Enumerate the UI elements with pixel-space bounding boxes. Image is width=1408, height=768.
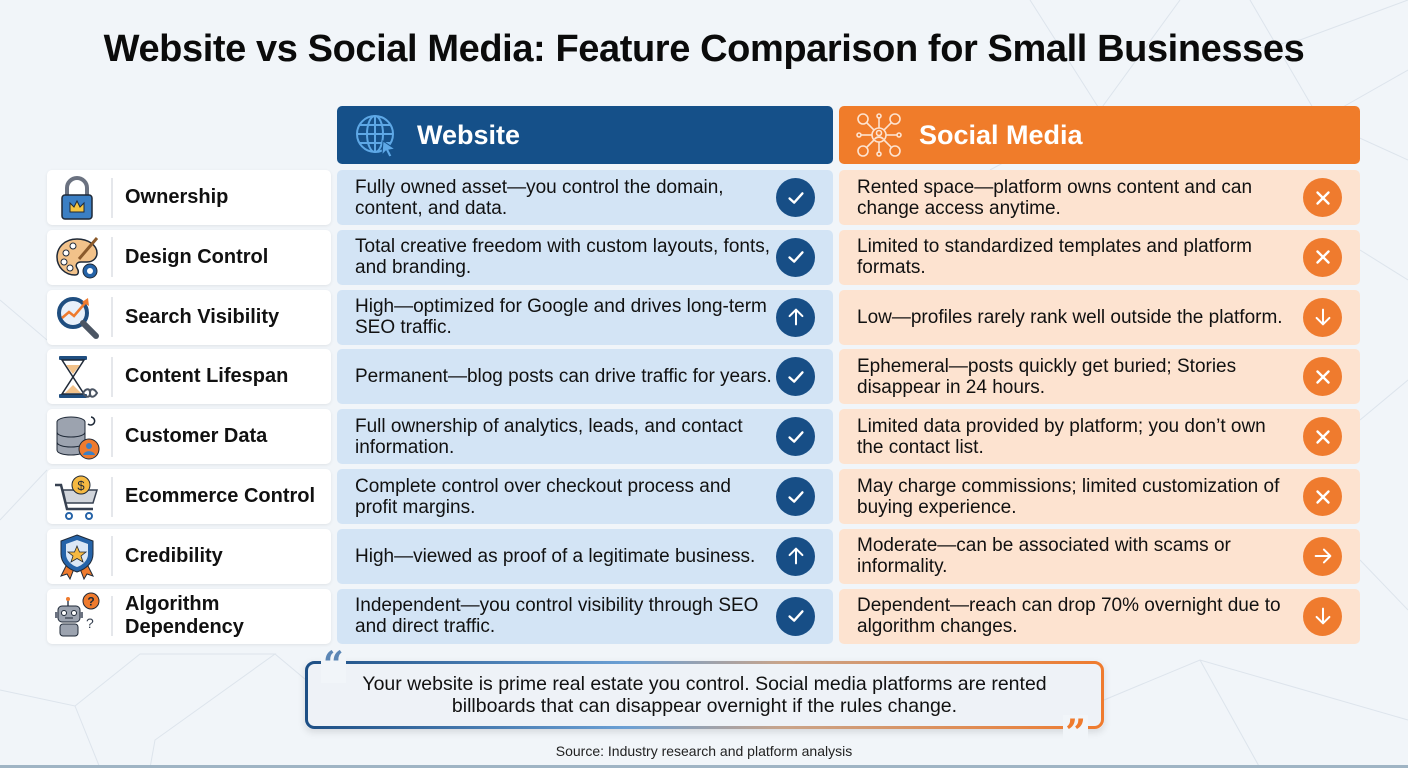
social-description: Rented space—platform owns content and c… bbox=[857, 176, 1253, 219]
social-cell: Rented space—platform owns content and c… bbox=[839, 170, 1360, 225]
check-icon bbox=[776, 357, 815, 397]
quote-callout: “ Your website is prime real estate you … bbox=[305, 647, 1104, 751]
website-cell: Independent—you control visibility throu… bbox=[337, 588, 833, 644]
page-title: Website vs Social Media: Feature Compari… bbox=[103, 28, 1305, 70]
database-user-icon bbox=[53, 413, 101, 461]
feature-label-cell: Ownership bbox=[47, 170, 331, 225]
magnifier-trend-icon bbox=[53, 293, 101, 341]
bottom-border bbox=[0, 765, 1408, 768]
website-description: Fully owned asset—you control the domain… bbox=[355, 176, 724, 219]
divider bbox=[111, 177, 113, 218]
website-column-header: Website bbox=[337, 106, 833, 164]
website-description: High—optimized for Google and drives lon… bbox=[355, 296, 767, 339]
social-description: Moderate—can be associated with scams or… bbox=[857, 535, 1231, 578]
website-description: Complete control over checkout process a… bbox=[355, 475, 731, 518]
social-description: Dependent—reach can drop 70% overnight d… bbox=[857, 595, 1281, 638]
feature-label-cell: Search Visibility bbox=[47, 289, 331, 345]
check-icon bbox=[776, 417, 815, 457]
close-quote-icon: ” bbox=[1063, 712, 1088, 754]
social-cell: Dependent—reach can drop 70% overnight d… bbox=[839, 588, 1360, 644]
source-note: Source: Industry research and platform a… bbox=[555, 743, 853, 759]
arrow-down-icon bbox=[1303, 596, 1342, 636]
check-icon bbox=[776, 596, 815, 636]
website-cell: Complete control over checkout process a… bbox=[337, 469, 833, 524]
website-description: High—viewed as proof of a legitimate bus… bbox=[355, 545, 756, 567]
feature-label-cell: Design Control bbox=[47, 229, 331, 285]
robot-question-icon: ?? bbox=[53, 592, 101, 640]
social-description: Low—profiles rarely rank well outside th… bbox=[857, 306, 1283, 328]
hourglass-infinity-icon bbox=[53, 353, 101, 401]
quote-text: Your website is prime real estate you co… bbox=[362, 673, 1047, 717]
website-cell: Permanent—blog posts can drive traffic f… bbox=[337, 349, 833, 405]
feature-label-cell: $ Ecommerce Control bbox=[47, 469, 331, 524]
arrow-down-icon bbox=[1303, 297, 1342, 337]
feature-label: Algorithm Dependency bbox=[125, 593, 244, 639]
arrow-up-icon bbox=[776, 297, 815, 337]
website-cell: Total creative freedom with custom layou… bbox=[337, 229, 833, 285]
feature-label-cell: Credibility bbox=[47, 528, 331, 584]
cart-dollar-icon: $ bbox=[53, 473, 101, 521]
website-description: Permanent—blog posts can drive traffic f… bbox=[355, 366, 772, 388]
website-description: Total creative freedom with custom layou… bbox=[355, 236, 771, 279]
x-icon bbox=[1303, 237, 1342, 277]
svg-text:?: ? bbox=[87, 595, 94, 609]
globe-cursor-icon bbox=[356, 115, 397, 158]
arrow-right-icon bbox=[1303, 536, 1342, 576]
quote-gradient-border bbox=[305, 661, 1104, 729]
divider bbox=[111, 297, 113, 338]
social-cell: Moderate—can be associated with scams or… bbox=[839, 528, 1360, 584]
social-description: Limited data provided by platform; you d… bbox=[857, 415, 1266, 458]
check-icon bbox=[776, 178, 815, 217]
social-column-header: Social Media bbox=[839, 106, 1360, 164]
check-icon bbox=[776, 237, 815, 277]
divider bbox=[111, 237, 113, 278]
social-column-label: Social Media bbox=[919, 119, 1083, 150]
arrow-up-icon bbox=[776, 536, 815, 576]
website-cell: Full ownership of analytics, leads, and … bbox=[337, 409, 833, 465]
x-icon bbox=[1303, 357, 1342, 397]
social-cell: Low—profiles rarely rank well outside th… bbox=[839, 289, 1360, 345]
divider bbox=[111, 416, 113, 457]
social-cell: Ephemeral—posts quickly get buried; Stor… bbox=[839, 349, 1360, 405]
social-network-icon bbox=[856, 113, 902, 157]
feature-label: Search Visibility bbox=[125, 305, 280, 328]
divider bbox=[111, 356, 113, 397]
padlock-crown-icon bbox=[53, 174, 101, 222]
feature-label-cell: ?? Algorithm Dependency bbox=[47, 588, 331, 644]
x-icon bbox=[1303, 417, 1342, 457]
social-cell: Limited data provided by platform; you d… bbox=[839, 409, 1360, 465]
feature-label-cell: Content Lifespan bbox=[47, 349, 331, 405]
social-cell: Limited to standardized templates and pl… bbox=[839, 229, 1360, 285]
svg-text:?: ? bbox=[86, 615, 94, 631]
website-cell: High—viewed as proof of a legitimate bus… bbox=[337, 528, 833, 584]
divider bbox=[111, 596, 113, 637]
open-quote-icon: “ bbox=[321, 644, 346, 686]
feature-label: Design Control bbox=[125, 245, 269, 268]
website-cell: High—optimized for Google and drives lon… bbox=[337, 289, 833, 345]
feature-label: Content Lifespan bbox=[125, 365, 289, 388]
feature-label: Customer Data bbox=[125, 425, 268, 448]
check-icon bbox=[776, 477, 815, 516]
divider bbox=[111, 536, 113, 577]
feature-label: Ownership bbox=[125, 186, 229, 208]
divider bbox=[111, 476, 113, 517]
website-cell: Fully owned asset—you control the domain… bbox=[337, 170, 833, 225]
website-description: Independent—you control visibility throu… bbox=[355, 595, 759, 638]
feature-label-cell: Customer Data bbox=[47, 409, 331, 465]
social-description: Limited to standardized templates and pl… bbox=[857, 236, 1252, 279]
x-icon bbox=[1303, 178, 1342, 217]
website-column-label: Website bbox=[417, 119, 521, 150]
svg-text:$: $ bbox=[77, 478, 85, 493]
website-description: Full ownership of analytics, leads, and … bbox=[355, 415, 743, 458]
shield-star-ribbon-icon bbox=[53, 532, 101, 581]
x-icon bbox=[1303, 477, 1342, 516]
social-description: Ephemeral—posts quickly get buried; Stor… bbox=[857, 355, 1237, 398]
feature-label: Ecommerce Control bbox=[125, 485, 316, 507]
palette-gear-icon bbox=[53, 233, 101, 281]
social-cell: May charge commissions; limited customiz… bbox=[839, 469, 1360, 524]
social-description: May charge commissions; limited customiz… bbox=[857, 475, 1280, 518]
feature-label: Credibility bbox=[125, 544, 223, 567]
